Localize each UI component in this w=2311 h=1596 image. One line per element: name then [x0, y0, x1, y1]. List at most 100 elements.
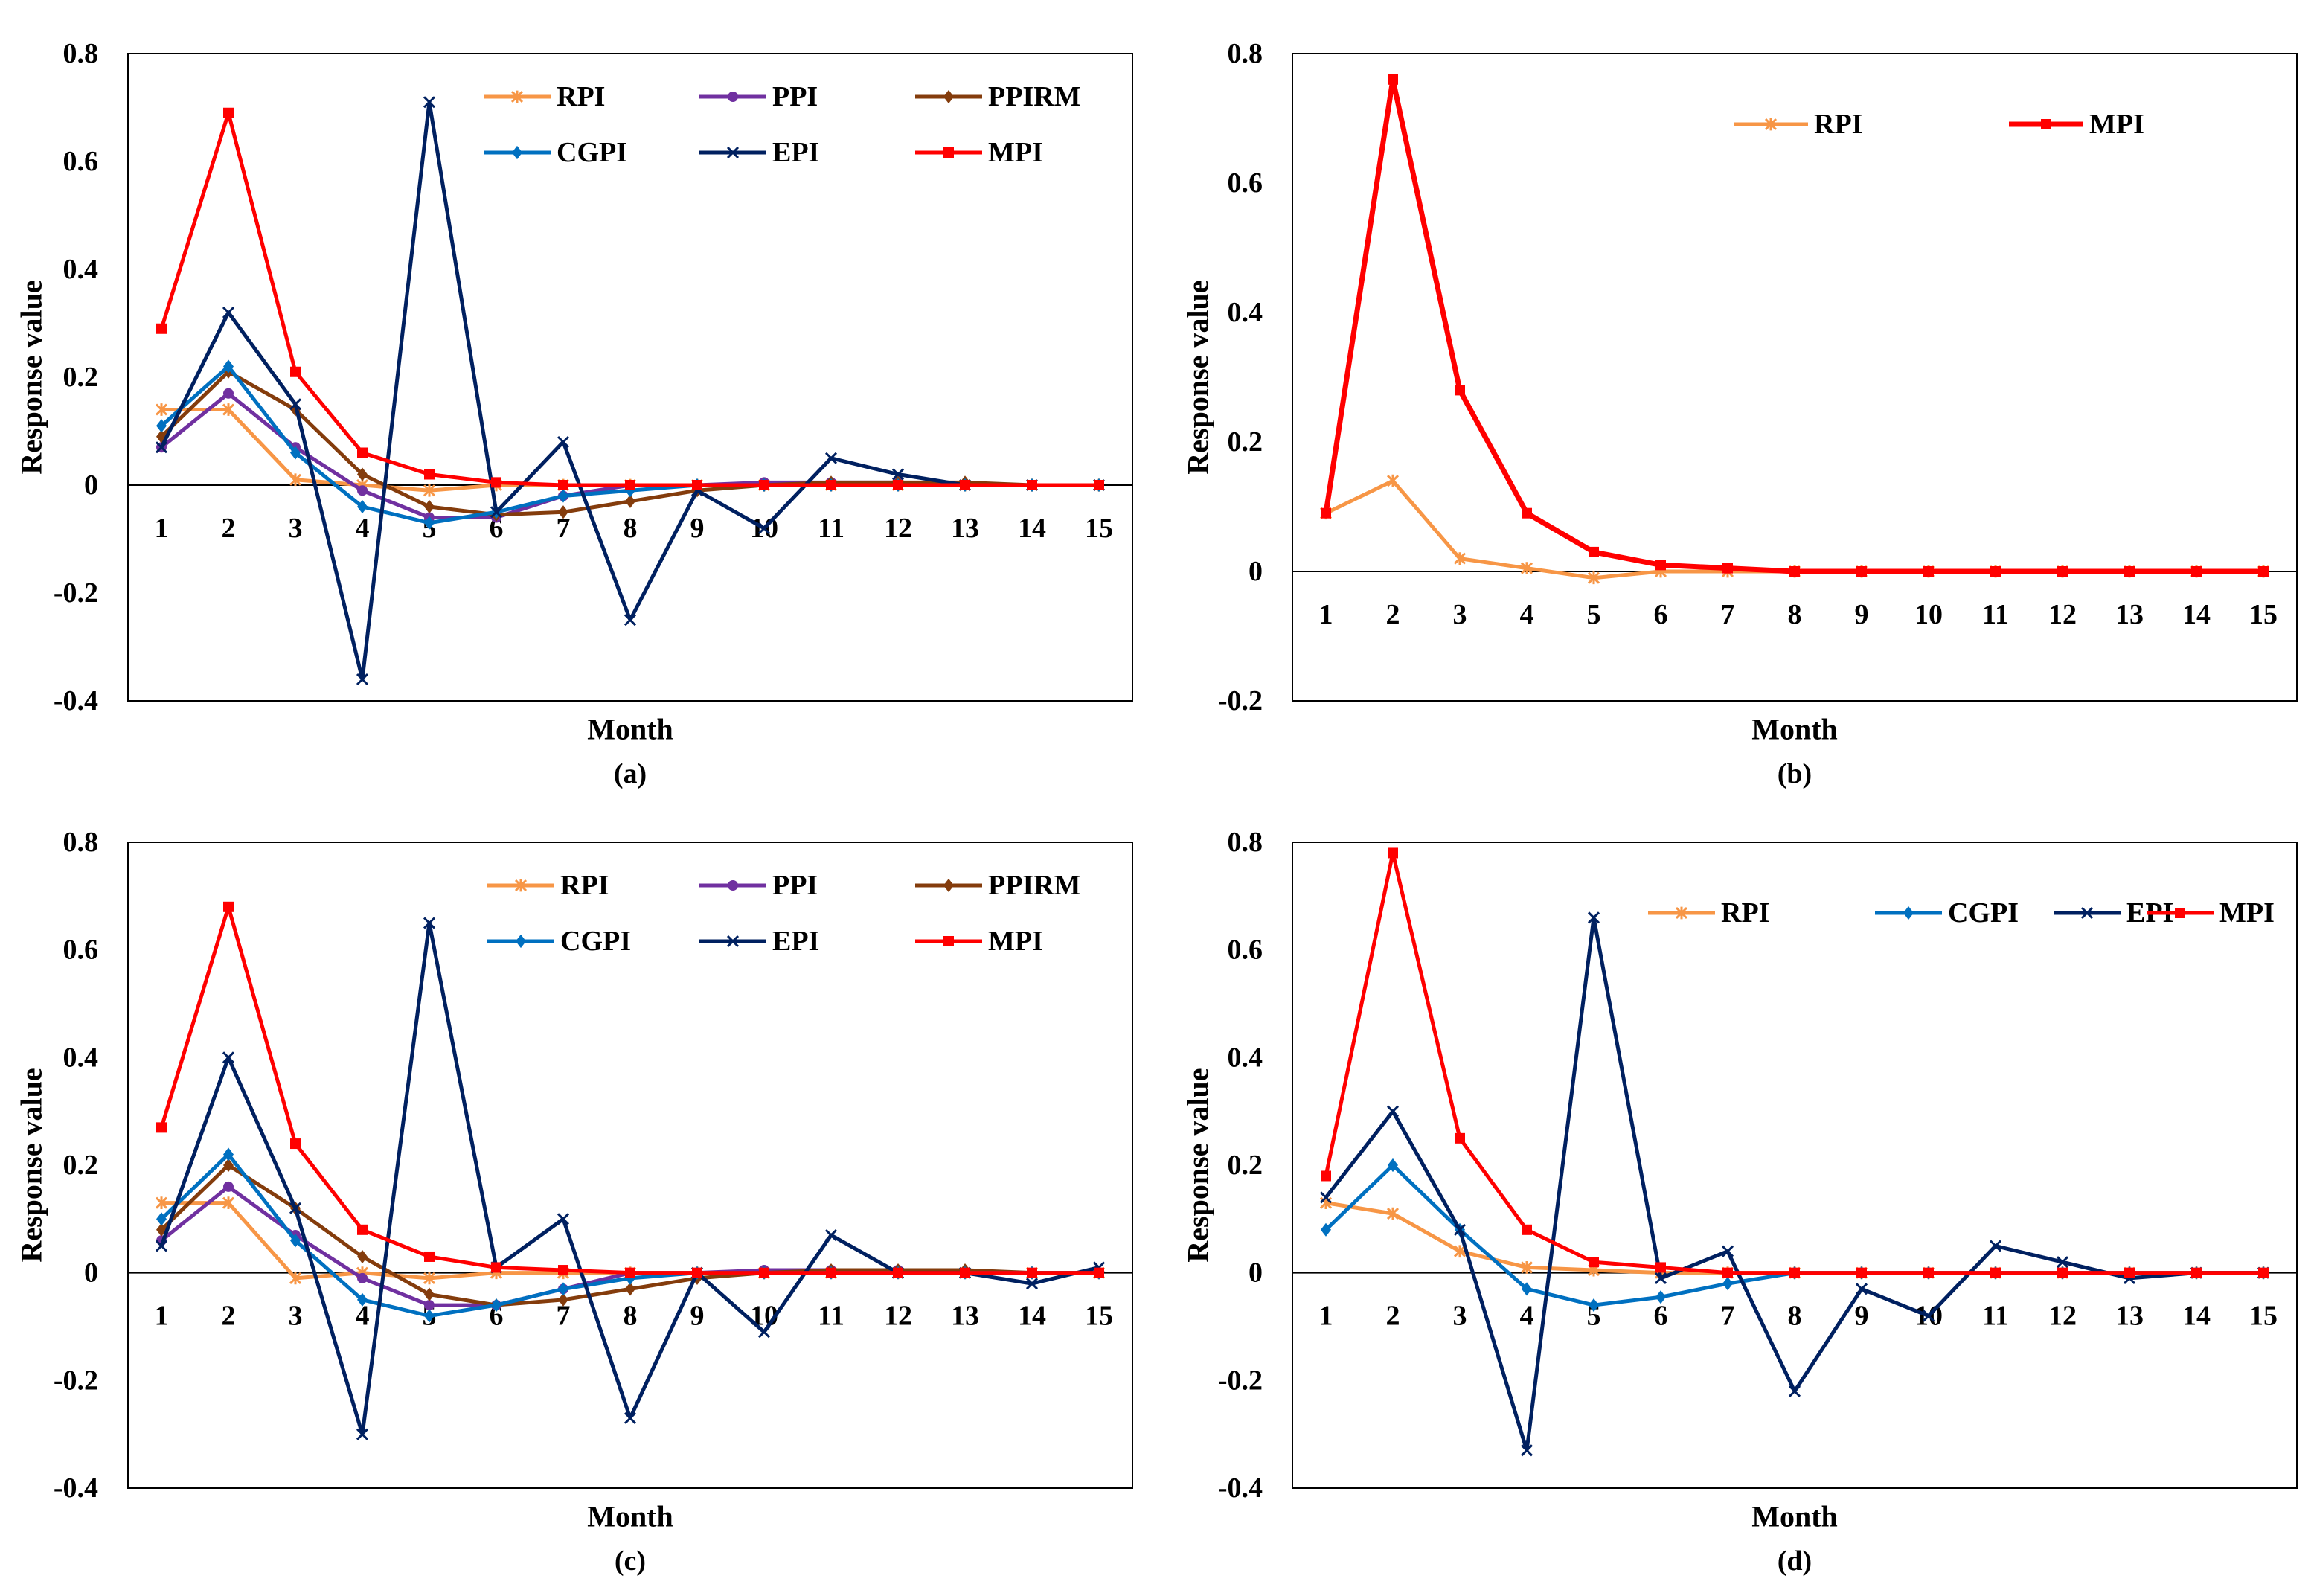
panel-b-data-point-mpi	[2057, 566, 2068, 577]
panel-c-legend-marker-ppirm	[943, 878, 954, 893]
panel-b-data-point-mpi	[1589, 546, 1599, 557]
panel-d-data-point-epi	[2056, 1256, 2069, 1269]
panel-d-data-point-rpi	[1520, 1261, 1533, 1274]
panel-d-data-point-mpi	[2124, 1267, 2135, 1278]
panel-d-x-tick-label: 6	[1654, 1301, 1668, 1332]
panel-c-data-point-cgpi	[558, 1282, 568, 1296]
panel-c-data-point-cgpi	[223, 1147, 234, 1161]
panel-b-data-point-mpi	[1522, 507, 1532, 519]
panel-b-y-tick-label: 0.6	[1228, 167, 1263, 199]
panel-d-data-point-epi	[1721, 1245, 1734, 1257]
panel-d-x-tick-label: 7	[1721, 1301, 1735, 1332]
panel-d-y-tick-label: 0.4	[1228, 1042, 1263, 1073]
panel-b-data-point-mpi	[1722, 563, 1733, 574]
panel-d-data-point-epi	[1855, 1283, 1868, 1295]
panel-c-y-tick-label: 0.6	[63, 935, 99, 966]
panel-a-x-tick-label: 1	[155, 513, 169, 544]
panel-a-data-point-epi	[356, 673, 369, 686]
panel-c-data-point-cgpi	[491, 1298, 501, 1313]
panel-b-data-point-rpi	[1453, 552, 1467, 565]
panel-a-x-tick-label: 4	[356, 513, 370, 544]
panel-b-x-tick-label: 7	[1721, 599, 1735, 630]
panel-a-x-tick-label: 11	[818, 513, 844, 544]
panel-d-legend-marker-epi	[2080, 906, 2094, 920]
panel-b-data-point-mpi	[2191, 566, 2202, 577]
panel-a-data-point-epi	[891, 468, 905, 481]
panel-c-data-point-ppirm	[558, 1292, 568, 1307]
panel-d-legend-marker-cgpi	[1903, 906, 1914, 920]
panel-a-x-tick-label: 2	[222, 513, 236, 544]
panel-c-data-point-mpi	[424, 1251, 435, 1262]
panel-a-data-point-ppirm	[424, 499, 435, 514]
panel-d-data-point-epi	[1788, 1385, 1801, 1397]
panel-a-legend-label-cgpi: CGPI	[557, 137, 627, 168]
panel-c-data-point-cgpi	[290, 1234, 301, 1248]
panel-d-data-point-epi	[1453, 1223, 1467, 1236]
panel-a-x-tick-label: 7	[557, 513, 571, 544]
panel-b-y-tick-label: 0	[1249, 556, 1263, 587]
panel-c-data-point-ppi	[223, 1181, 234, 1192]
panel-d-data-point-mpi	[1589, 1257, 1599, 1268]
panel-b-data-point-mpi	[1990, 566, 2001, 577]
panel-d-data-point-cgpi	[1589, 1298, 1599, 1313]
panel-d-data-point-mpi	[2057, 1267, 2068, 1278]
panel-b-x-tick-label: 13	[2115, 599, 2144, 630]
panel-d-data-point-epi	[1989, 1240, 2002, 1252]
panel-d-data-point-mpi	[1455, 1132, 1465, 1144]
panel-a-data-point-epi	[155, 441, 168, 454]
panel-a-data-point-rpi	[423, 484, 436, 497]
panel-a-data-point-ppirm	[558, 505, 568, 519]
panel-c-y-tick-label: -0.2	[54, 1365, 98, 1396]
panel-d-x-tick-label: 4	[1520, 1301, 1534, 1332]
panel-c-data-point-epi	[222, 1051, 235, 1064]
panel-b-data-point-mpi	[1856, 566, 1867, 577]
panel-c-data-point-epi	[356, 1428, 369, 1440]
panel-a-data-point-mpi	[893, 480, 903, 490]
panel-d-x-tick-label: 9	[1855, 1301, 1869, 1332]
panel-c-data-point-cgpi	[357, 1292, 368, 1307]
panel-a-data-point-cgpi	[424, 516, 435, 530]
panel-a-plot-frame	[127, 53, 1133, 702]
panel-d-y-tick-label: 0.2	[1228, 1150, 1263, 1181]
panel-a-data-point-ppirm	[625, 494, 635, 508]
panel-d-x-tick-label: 8	[1788, 1301, 1802, 1332]
panel-c-legend-label-ppirm: PPIRM	[988, 870, 1081, 901]
panel-a-data-point-mpi	[960, 480, 970, 490]
panel-d-data-point-mpi	[1722, 1267, 1733, 1278]
panel-a-y-tick-label: -0.2	[54, 577, 98, 609]
panel-c-data-point-rpi	[222, 1196, 235, 1210]
panel-d-y-tick-label: -0.4	[1218, 1472, 1263, 1504]
panel-a-x-tick-label: 9	[690, 513, 705, 544]
panel-c-x-tick-label: 2	[222, 1301, 236, 1332]
panel-b-x-tick-label: 15	[2249, 599, 2278, 630]
panel-b-x-tick-label: 5	[1587, 599, 1601, 630]
panel-d-x-axis-label: Month	[1751, 1500, 1838, 1533]
panel-a-data-point-mpi	[357, 447, 368, 458]
panel-a-data-point-mpi	[290, 366, 301, 377]
panel-a-data-point-cgpi	[357, 499, 368, 514]
panel-d-data-point-cgpi	[1522, 1282, 1532, 1296]
panel-d-x-tick-label: 15	[2249, 1301, 2278, 1332]
panel-c-x-tick-label: 4	[356, 1301, 370, 1332]
panel-c-legend-label-ppi: PPI	[772, 870, 818, 901]
panel-d-data-point-mpi	[1856, 1267, 1867, 1278]
panel-b-x-tick-label: 2	[1386, 599, 1400, 630]
panel-a-data-point-mpi	[223, 107, 234, 118]
panel-d-data-point-mpi	[1655, 1262, 1666, 1273]
panel-a-data-point-mpi	[156, 323, 167, 334]
panel-a-data-point-cgpi	[290, 446, 301, 460]
panel-d-data-point-mpi	[2191, 1267, 2202, 1278]
panel-c-x-axis-label: Month	[587, 1500, 673, 1533]
panel-a-data-point-epi	[490, 506, 503, 519]
panel-c-data-point-epi	[155, 1240, 168, 1252]
panel-c-data-point-epi	[1025, 1278, 1039, 1290]
panel-a-x-tick-label: 3	[289, 513, 303, 544]
panel-d-data-point-mpi	[1321, 1170, 1331, 1182]
panel-c-data-point-epi	[289, 1202, 302, 1214]
panel-a-data-point-epi	[557, 435, 570, 449]
panel-b-y-tick-label: 0.8	[1228, 38, 1263, 69]
panel-d-data-point-mpi	[1990, 1267, 2001, 1278]
panel-c-data-point-rpi	[289, 1272, 302, 1285]
panel-d-plot-frame	[1292, 842, 2298, 1489]
